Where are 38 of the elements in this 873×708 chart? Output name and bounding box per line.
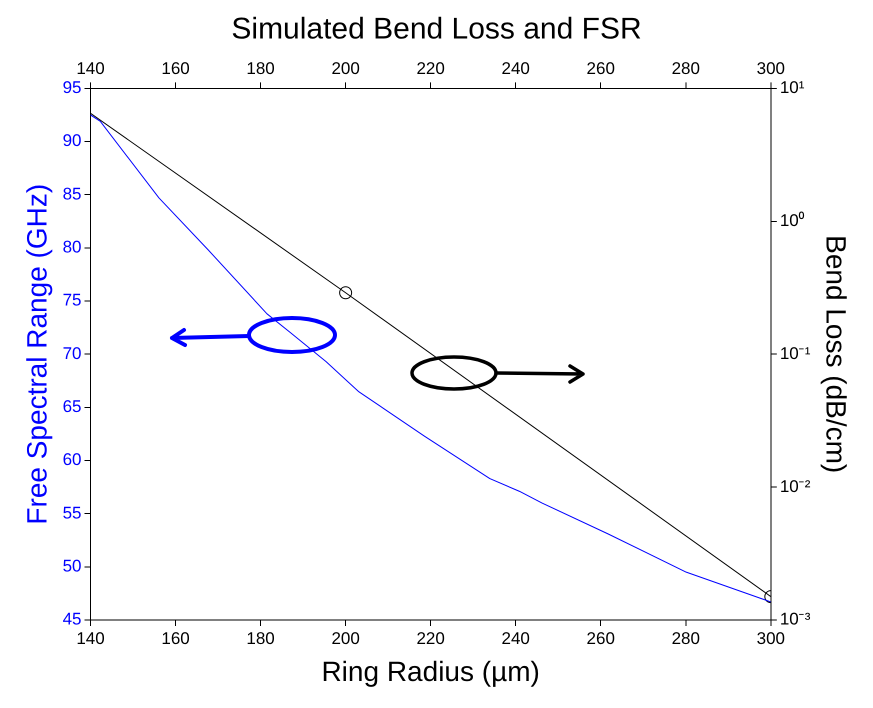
y-tick-label: 55 (62, 503, 82, 522)
x2-tick-label: 220 (416, 58, 445, 78)
x-tick-label: 140 (76, 628, 105, 648)
y-tick-label: 70 (62, 344, 82, 363)
x-tick-label: 220 (416, 628, 445, 648)
x2-tick-label: 200 (331, 58, 360, 78)
y-tick-label: 60 (62, 450, 82, 470)
x-tick-label: 160 (161, 628, 190, 648)
x2-tick-label: 300 (756, 58, 786, 78)
y2-tick-label: 10⁰ (780, 210, 805, 230)
x-tick-label: 200 (331, 628, 360, 648)
y-tick-label: 65 (62, 397, 82, 416)
y2-tick-label: 10⁻² (780, 476, 811, 496)
x2-tick-label: 140 (76, 58, 105, 78)
y-tick-label: 80 (62, 238, 82, 257)
x-tick-label: 240 (502, 628, 530, 648)
y2-axis-title: Bend Loss (dB/cm) (820, 235, 852, 474)
x-axis-title: Ring Radius (µm) (321, 656, 540, 687)
y2-tick-label: 10¹ (780, 78, 805, 98)
x2-tick-label: 240 (502, 58, 530, 78)
x-tick-label: 180 (246, 628, 275, 648)
y-tick-label: 85 (62, 184, 82, 204)
x2-tick-label: 280 (672, 58, 700, 78)
y-tick-label: 95 (62, 78, 82, 98)
x2-tick-label: 160 (161, 58, 190, 78)
y-axis-title: Free Spectral Range (GHz) (22, 184, 53, 525)
chart-title: Simulated Bend Loss and FSR (231, 12, 642, 46)
y-tick-label: 45 (62, 610, 82, 629)
y2-tick-label: 10⁻¹ (780, 344, 811, 363)
x-tick-label: 300 (756, 628, 786, 648)
y-tick-label: 90 (62, 131, 82, 150)
x-tick-label: 280 (672, 628, 700, 648)
x2-tick-label: 260 (586, 58, 615, 78)
y2-tick-label: 10⁻³ (780, 610, 811, 629)
x-tick-label: 260 (586, 628, 615, 648)
y-tick-label: 50 (62, 556, 82, 576)
x2-tick-label: 180 (246, 58, 275, 78)
y-tick-label: 75 (62, 290, 82, 310)
